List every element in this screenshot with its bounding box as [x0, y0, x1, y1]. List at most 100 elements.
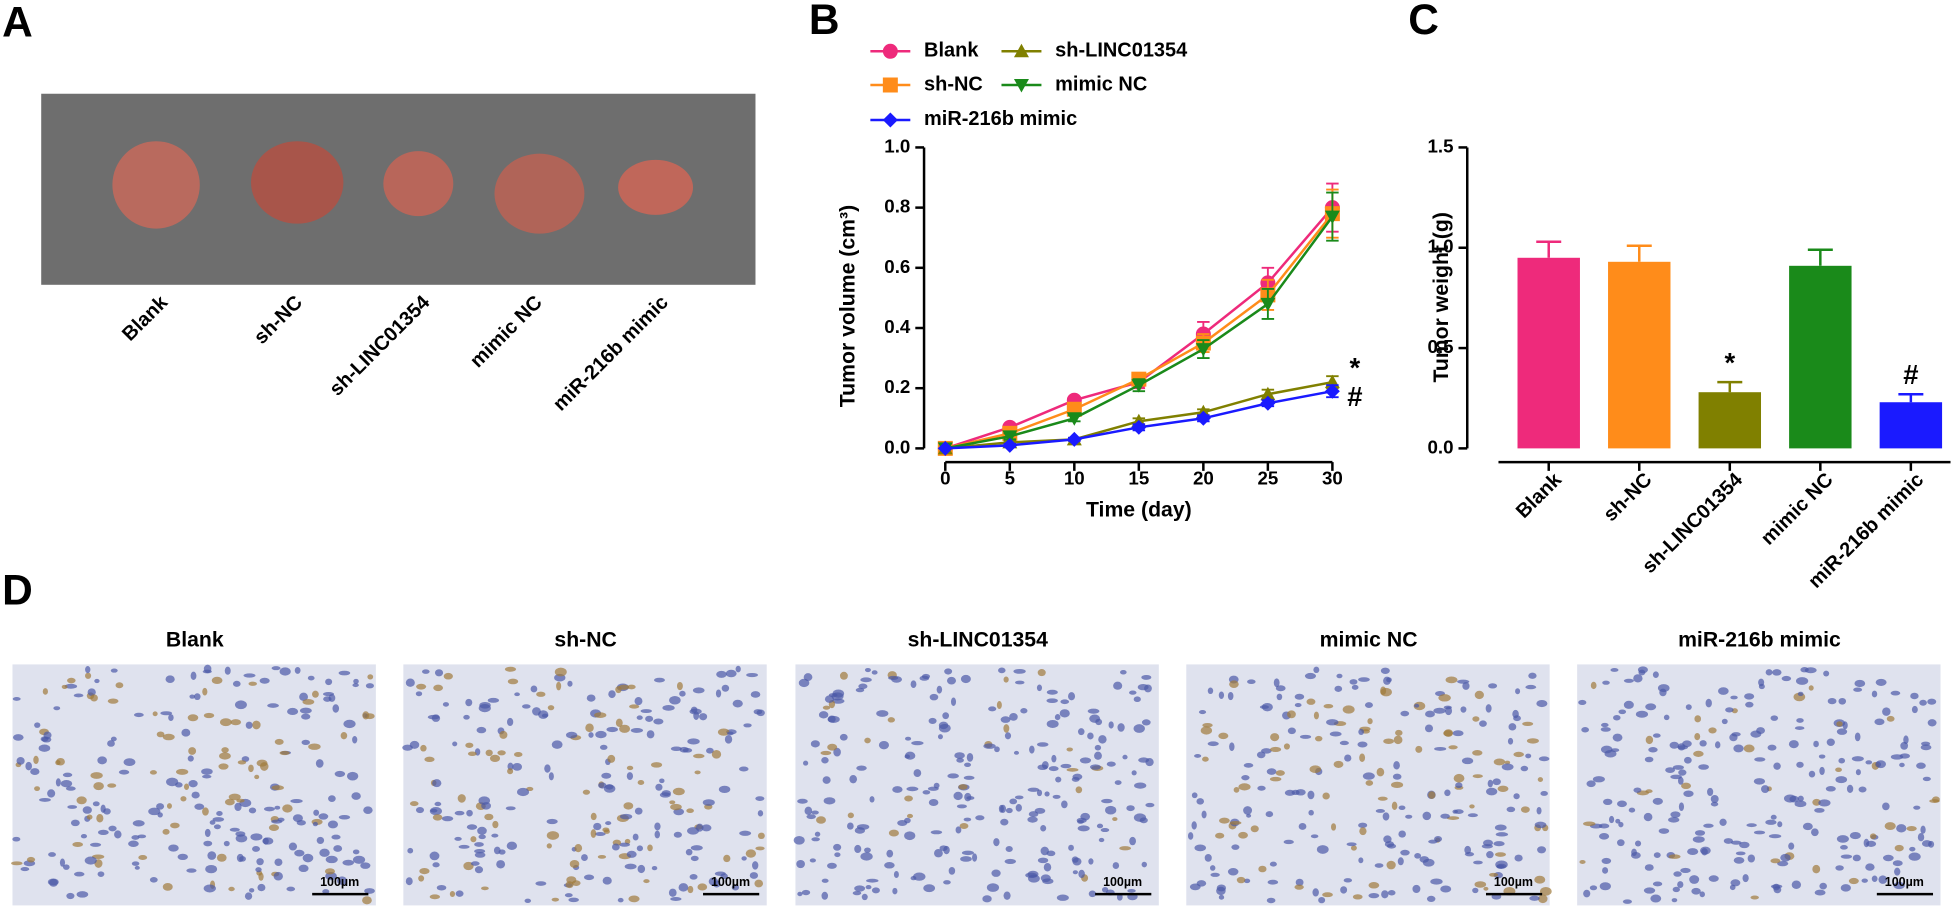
cell — [1425, 710, 1435, 718]
cell — [1046, 850, 1056, 857]
cell — [405, 678, 415, 687]
cell — [67, 805, 78, 809]
cell — [1243, 806, 1253, 815]
cell — [325, 678, 333, 686]
cell — [1383, 676, 1391, 685]
cell — [443, 672, 453, 680]
cell — [1113, 681, 1123, 690]
cell — [697, 883, 708, 891]
series-line — [944, 206, 1334, 450]
cell — [936, 685, 943, 694]
cell — [1075, 786, 1083, 794]
cell — [1916, 762, 1926, 769]
cell — [888, 675, 899, 680]
cell — [1210, 872, 1220, 877]
cell — [1307, 790, 1315, 800]
cell — [207, 851, 217, 860]
cell — [991, 869, 1001, 877]
cell — [1615, 818, 1621, 824]
cell — [1529, 895, 1540, 901]
cell — [1855, 769, 1861, 776]
cell — [954, 752, 965, 759]
cell — [1227, 691, 1234, 701]
cell — [960, 856, 972, 862]
cell — [1753, 830, 1766, 835]
cell — [1295, 878, 1304, 887]
cell — [97, 871, 105, 877]
cell — [299, 707, 312, 714]
cell — [1415, 745, 1423, 753]
cell — [599, 744, 608, 750]
cell — [1108, 721, 1114, 729]
cell — [1046, 719, 1059, 728]
cell — [183, 783, 190, 790]
cell — [213, 824, 221, 830]
cell — [1430, 878, 1443, 885]
point — [1260, 395, 1276, 411]
cell — [585, 723, 594, 733]
cell — [325, 855, 338, 864]
cell — [1191, 821, 1197, 830]
cell — [832, 689, 845, 698]
cell — [670, 746, 682, 752]
cell — [1004, 858, 1017, 865]
cell — [1781, 675, 1792, 682]
cell — [1578, 699, 1587, 706]
cell — [586, 694, 596, 702]
bar — [1698, 392, 1762, 449]
cell — [1699, 891, 1705, 898]
cell — [839, 671, 848, 680]
cell — [1434, 746, 1447, 751]
cell — [1227, 867, 1239, 876]
cell — [1046, 689, 1058, 695]
bar — [1517, 257, 1580, 449]
cell — [1112, 817, 1118, 822]
cell — [669, 800, 676, 805]
cell — [892, 786, 903, 793]
y-tick-label: 0.6 — [884, 256, 910, 277]
cell — [1919, 699, 1927, 706]
cell — [263, 806, 275, 812]
cell — [1112, 862, 1120, 870]
cell — [1796, 761, 1804, 768]
cell — [1094, 744, 1102, 751]
cell — [1094, 751, 1102, 760]
cell — [1139, 817, 1148, 824]
cell — [1265, 811, 1274, 818]
cell — [1275, 770, 1285, 776]
cell — [827, 715, 840, 723]
cell — [1238, 783, 1251, 791]
point — [1002, 430, 1018, 444]
cell — [1198, 710, 1207, 715]
cell — [996, 701, 1002, 710]
cell — [1096, 823, 1104, 829]
cell — [187, 714, 199, 722]
cell — [1294, 884, 1304, 890]
cell — [590, 812, 597, 821]
cell — [1306, 698, 1316, 705]
cell — [956, 757, 964, 763]
cell — [316, 836, 325, 845]
cell — [567, 680, 573, 687]
cell — [1080, 812, 1091, 821]
cell — [362, 711, 370, 720]
cell — [474, 852, 486, 858]
cell — [626, 765, 634, 771]
cell — [1678, 769, 1687, 776]
cell — [166, 803, 172, 809]
cell — [749, 872, 759, 879]
cell — [1393, 735, 1403, 745]
cell — [1444, 706, 1453, 716]
cell — [1520, 765, 1529, 772]
cell — [871, 670, 878, 675]
cell — [432, 814, 443, 821]
cell — [1336, 673, 1343, 679]
cell — [312, 690, 319, 698]
cell — [203, 712, 215, 719]
cell — [290, 799, 303, 804]
cell — [1071, 856, 1079, 863]
cell — [731, 884, 740, 891]
cell — [1267, 879, 1279, 885]
cell — [1652, 797, 1663, 805]
tumor-label: sh-NC — [250, 291, 307, 348]
